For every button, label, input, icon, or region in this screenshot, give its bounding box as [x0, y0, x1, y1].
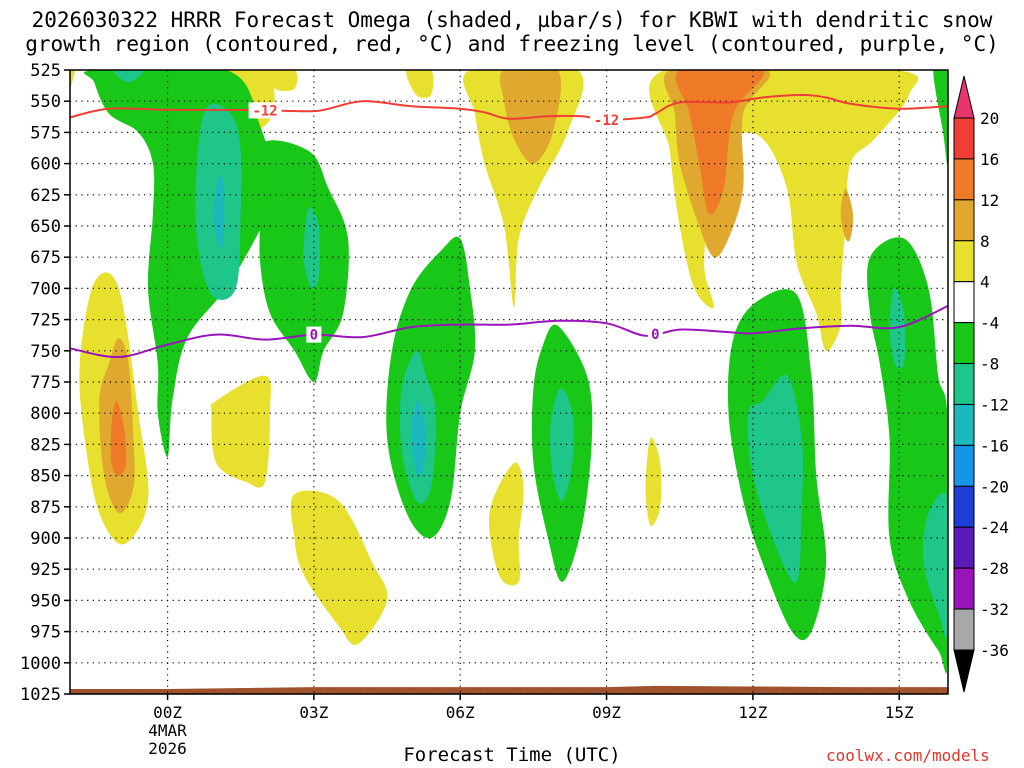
omega-region-9	[303, 207, 320, 289]
colorbar-label-6: -8	[980, 355, 999, 374]
colorbar-swatch-0	[953, 117, 975, 160]
freezing-level-contour-label-0: 0	[310, 328, 318, 344]
x-tick-label-09Z: 09Z	[592, 703, 621, 722]
x-tick-label-03Z: 03Z	[299, 703, 328, 722]
y-tick-label-875: 875	[30, 498, 61, 518]
colorbar-label-7: -12	[980, 395, 1009, 414]
y-tick-label-750: 750	[30, 342, 61, 362]
colorbar-swatch-6	[953, 363, 975, 405]
chart-title-line2: growth region (contoured, red, °C) and f…	[25, 32, 999, 56]
y-tick-label-625: 625	[30, 186, 61, 206]
colorbar-label-3: 8	[980, 232, 990, 251]
omega-region-32	[923, 492, 948, 639]
contour-lines: -12 -12 0 0	[70, 93, 948, 359]
x-axis-label: Forecast Time (UTC)	[403, 744, 621, 766]
freezing-level-contour-label-bg-1	[647, 326, 663, 343]
chart-title-line1: 2026030322 HRRR Forecast Omega (shaded, …	[31, 8, 993, 32]
dgz-contour-minus12-label-bg-1	[590, 111, 624, 128]
dgz-contour-minus12-label-bg-0	[248, 102, 282, 119]
credit-text: coolwx.com/models	[826, 746, 990, 765]
y-tick-label-825: 825	[30, 435, 61, 455]
omega-region-2	[113, 70, 144, 83]
y-tick-label-1000: 1000	[20, 654, 61, 674]
colorbar-label-10: -24	[980, 518, 1009, 537]
omega-colorbar: 20 16 12 8 4 -4 -8 -12 -16 -20 -24 -28 -32 -36	[953, 75, 1009, 693]
colorbar-swatch-3	[953, 240, 975, 283]
colorbar-label-2: 12	[980, 191, 999, 210]
omega-region-29	[747, 374, 803, 583]
colorbar-swatch-10	[953, 526, 975, 569]
colorbar-swatch-11	[953, 567, 975, 610]
omega-region-27	[840, 188, 854, 242]
y-tick-label-675: 675	[30, 248, 61, 268]
colorbar-label-11: -28	[980, 559, 1009, 578]
omega-region-14	[411, 400, 427, 477]
dgz-contour-minus12-label-1: -12	[594, 113, 619, 129]
y-tick-label-775: 775	[30, 373, 61, 393]
omega-region-17	[290, 490, 388, 645]
y-tick-label-575: 575	[30, 123, 61, 143]
y-tick-label-650: 650	[30, 217, 61, 237]
colorbar-swatch-8	[953, 444, 975, 487]
colorbar-label-0: 20	[980, 109, 999, 128]
y-tick-label-600: 600	[30, 155, 61, 175]
omega-region-4	[213, 174, 225, 248]
colorbar-label-1: 16	[980, 150, 999, 169]
omega-region-31	[889, 288, 906, 369]
dgz-contour-minus12	[70, 93, 948, 121]
omega-region-16	[550, 388, 574, 501]
y-tick-label-700: 700	[30, 279, 61, 299]
colorbar-label-13: -36	[980, 641, 1009, 660]
x-tick-label-06Z: 06Z	[446, 703, 475, 722]
omega-region-33	[933, 70, 948, 166]
x-date-label-line2: 2026	[148, 739, 187, 758]
y-tick-label-800: 800	[30, 404, 61, 424]
colorbar-swatch-7	[953, 403, 975, 446]
colorbar-bottom-arrow	[953, 649, 975, 693]
x-date-label-line1: 4MAR	[148, 721, 187, 740]
terrain-strip	[70, 685, 948, 694]
y-tick-label-525: 525	[30, 61, 61, 81]
x-tick-label-00Z: 00Z	[153, 703, 182, 722]
omega-region-7	[110, 400, 127, 476]
colorbar-swatch-9	[953, 485, 975, 528]
omega-region-11	[70, 70, 75, 89]
omega-region-21	[264, 70, 298, 92]
y-tick-label-725: 725	[30, 311, 61, 331]
freezing-level-contour	[70, 304, 948, 359]
colorbar-label-4: 4	[980, 273, 990, 292]
colorbar-label-9: -20	[980, 477, 1009, 496]
y-tick-label-900: 900	[30, 529, 61, 549]
freezing-level-contour-label-bg-0	[306, 326, 322, 343]
y-tick-label-550: 550	[30, 92, 61, 112]
plot-axes: 525 550 575 600 625 650 675 700 725 750 775 800 825 8…	[20, 61, 949, 758]
colorbar-swatch-12	[953, 608, 975, 651]
omega-region-8	[256, 140, 349, 382]
colorbar-label-8: -16	[980, 436, 1009, 455]
colorbar-label-12: -32	[980, 600, 1009, 619]
x-tick-label-12Z: 12Z	[738, 703, 767, 722]
y-tick-label-925: 925	[30, 560, 61, 580]
omega-shading	[70, 70, 948, 694]
colorbar-label-5: -4	[980, 314, 999, 333]
omega-region-19	[645, 437, 662, 527]
colorbar-top-arrow	[953, 75, 975, 119]
omega-region-18	[489, 462, 524, 586]
y-tick-label-1025: 1025	[20, 685, 61, 705]
freezing-level-contour-label-1: 0	[651, 327, 659, 343]
omega-region-10	[210, 375, 271, 488]
chart-title: 2026030322 HRRR Forecast Omega (shaded, …	[0, 8, 1024, 56]
colorbar-swatch-5	[953, 322, 975, 365]
y-tick-label-975: 975	[30, 623, 61, 643]
colorbar-swatch-1	[953, 158, 975, 201]
dgz-contour-minus12-label-0: -12	[252, 103, 277, 119]
x-tick-label-15Z: 15Z	[885, 703, 914, 722]
y-tick-label-850: 850	[30, 467, 61, 487]
omega-region-26	[675, 70, 765, 215]
y-tick-label-950: 950	[30, 591, 61, 611]
omega-region-20	[406, 70, 434, 99]
colorbar-swatch-2	[953, 199, 975, 242]
colorbar-swatch-4	[953, 281, 975, 324]
